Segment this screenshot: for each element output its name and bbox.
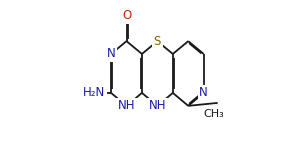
- Text: CH₃: CH₃: [204, 109, 225, 119]
- Text: NH: NH: [118, 99, 135, 112]
- Text: N: N: [107, 47, 115, 60]
- Text: N: N: [199, 86, 208, 99]
- Text: NH: NH: [149, 99, 166, 112]
- Text: S: S: [154, 35, 161, 48]
- Text: H₂N: H₂N: [83, 86, 105, 99]
- Text: O: O: [122, 9, 131, 22]
